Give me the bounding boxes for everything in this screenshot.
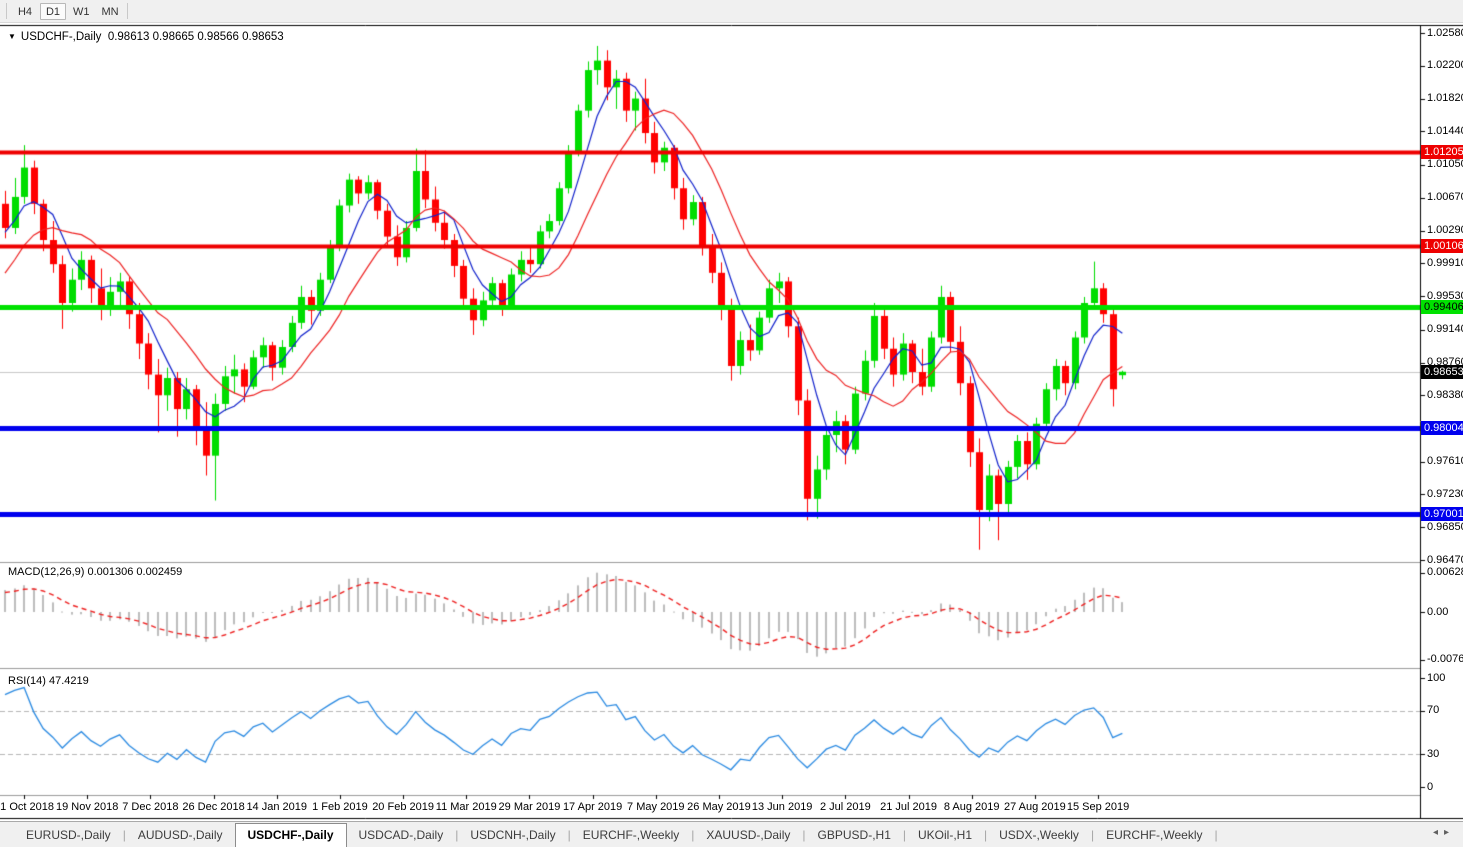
price-tick-label: 0.97230 <box>1427 487 1463 500</box>
timeframe-button-d1[interactable]: D1 <box>40 2 66 20</box>
timeframe-toolbar: H4 D1 W1 MN <box>0 0 1463 23</box>
toolbar-divider <box>126 3 128 19</box>
chart-tab-usdcad-daily[interactable]: USDCAD-,Daily <box>358 828 444 842</box>
date-tick-label: 11 Mar 2019 <box>435 801 497 813</box>
current-price-badge: 0.98653 <box>1421 364 1463 379</box>
timeframe-button-h4[interactable]: H4 <box>17 5 33 18</box>
date-tick-label: 20 Feb 2019 <box>372 801 434 813</box>
chart-tab-bar: EURUSD-,Daily | AUDUSD-,Daily USDCHF-,Daily… <box>0 821 1463 847</box>
date-tick-label: 13 Jun 2019 <box>751 801 813 813</box>
tab-divider: | <box>1214 828 1218 842</box>
chart-tab-usdcnh-daily[interactable]: USDCNH-,Daily <box>470 828 556 842</box>
tab-scroll-left-icon[interactable]: ◂ <box>1432 827 1444 838</box>
chart-symbol-label: USDCHF-,Daily <box>20 31 102 43</box>
chart-tab-xauusd-daily[interactable]: XAUUSD-,Daily <box>706 828 791 842</box>
chart-title: ▼ USDCHF-,Daily 0.98613 0.98665 0.98566 0… <box>8 31 284 43</box>
chart-ohlc-values: 0.98613 0.98665 0.98566 0.98653 <box>107 31 284 43</box>
price-tick-label: 1.01050 <box>1427 158 1463 171</box>
tab-divider: | <box>455 828 459 842</box>
level-price-badge: 0.97001 <box>1421 507 1463 522</box>
level-price-badge: 1.01205 <box>1421 144 1463 159</box>
price-tick-label: 0.96850 <box>1427 520 1463 533</box>
macd-indicator-label: MACD(12,26,9) 0.001306 0.002459 <box>8 566 183 578</box>
macd-tick-label: 0.00 <box>1427 605 1449 618</box>
rsi-indicator-label: RSI(14) 47.4219 <box>8 675 89 687</box>
price-tick-label: 0.99910 <box>1427 256 1463 269</box>
date-tick-label: 17 Apr 2019 <box>562 801 623 813</box>
chart-tab-usdchf-daily[interactable]: USDCHF-,Daily <box>234 823 347 847</box>
price-tick-label: 1.00670 <box>1427 191 1463 204</box>
chevron-down-icon[interactable]: ▼ <box>8 32 16 41</box>
chart-tab-usdx-weekly[interactable]: USDX-,Weekly <box>999 828 1079 842</box>
timeframe-button-mn[interactable]: MN <box>101 5 119 18</box>
chart-tab-audusd-daily[interactable]: AUDUSD-,Daily <box>137 828 223 842</box>
rsi-tick-label: 70 <box>1427 704 1440 717</box>
level-price-badge: 0.98004 <box>1421 420 1463 435</box>
date-tick-label: 19 Nov 2018 <box>55 801 119 813</box>
toolbar-divider <box>6 3 7 19</box>
chart-tab-ukoil-h1[interactable]: UKOil-,H1 <box>918 828 973 842</box>
date-tick-label: 2 Jul 2019 <box>819 801 871 813</box>
chart-tab-eurchf-weekly[interactable]: EURCHF-,Weekly <box>1106 828 1203 842</box>
tab-divider: | <box>691 828 695 842</box>
date-tick-label: 29 Mar 2019 <box>498 801 561 813</box>
date-tick-label: 21 Jul 2019 <box>880 801 937 813</box>
macd-tick-label: 0.006286 <box>1427 566 1463 579</box>
tab-divider: | <box>122 828 126 842</box>
date-tick-label: 1 Feb 2019 <box>312 801 368 813</box>
tab-divider: | <box>984 828 988 842</box>
date-tick-label: 27 Aug 2019 <box>1003 801 1066 813</box>
date-tick-label: 26 Dec 2018 <box>182 801 245 813</box>
date-tick-label: 7 May 2019 <box>627 801 685 813</box>
date-tick-label: 15 Sep 2019 <box>1066 801 1130 813</box>
tab-divider: | <box>1090 828 1095 842</box>
price-tick-label: 1.01440 <box>1427 124 1463 137</box>
price-tick-label: 0.98380 <box>1427 388 1463 401</box>
date-tick-label: 14 Jan 2019 <box>246 801 307 813</box>
date-tick-label: 8 Aug 2019 <box>943 801 1000 813</box>
price-tick-label: 0.99530 <box>1427 289 1463 302</box>
rsi-tick-label: 30 <box>1427 747 1440 760</box>
price-tick-label: 0.97610 <box>1427 455 1463 468</box>
price-tick-label: 0.96470 <box>1427 553 1463 566</box>
level-price-badge: 1.00106 <box>1421 239 1463 254</box>
price-tick-label: 1.00290 <box>1427 224 1463 237</box>
tab-divider: | <box>567 828 571 842</box>
macd-tick-label: -0.00762 <box>1427 653 1463 666</box>
date-tick-label: 26 May 2019 <box>687 801 751 813</box>
date-tick-label: 31 Oct 2018 <box>0 801 54 813</box>
price-tick-label: 1.02580 <box>1427 26 1463 39</box>
chart-tab-eurchf-weekly[interactable]: EURCHF-,Weekly <box>582 828 680 842</box>
chart-tab-eurusd-daily[interactable]: EURUSD-,Daily <box>26 828 111 842</box>
rsi-tick-label: 100 <box>1427 671 1446 684</box>
tab-scroll-right-icon[interactable]: ▸ <box>1443 827 1455 838</box>
price-tick-label: 0.99140 <box>1427 323 1463 336</box>
price-tick-label: 1.01820 <box>1427 92 1463 105</box>
level-price-badge: 0.99406 <box>1421 299 1463 314</box>
tab-scroll-arrows[interactable]: ◂▸ <box>1433 827 1455 838</box>
chart-tab-gbpusd-h1[interactable]: GBPUSD-,H1 <box>817 828 891 842</box>
timeframe-button-w1[interactable]: W1 <box>73 5 90 18</box>
rsi-tick-label: 0 <box>1427 780 1434 793</box>
tab-divider: | <box>802 828 806 842</box>
tab-divider: | <box>902 828 906 842</box>
price-tick-label: 1.02200 <box>1427 59 1463 72</box>
date-tick-label: 7 Dec 2018 <box>122 801 179 813</box>
